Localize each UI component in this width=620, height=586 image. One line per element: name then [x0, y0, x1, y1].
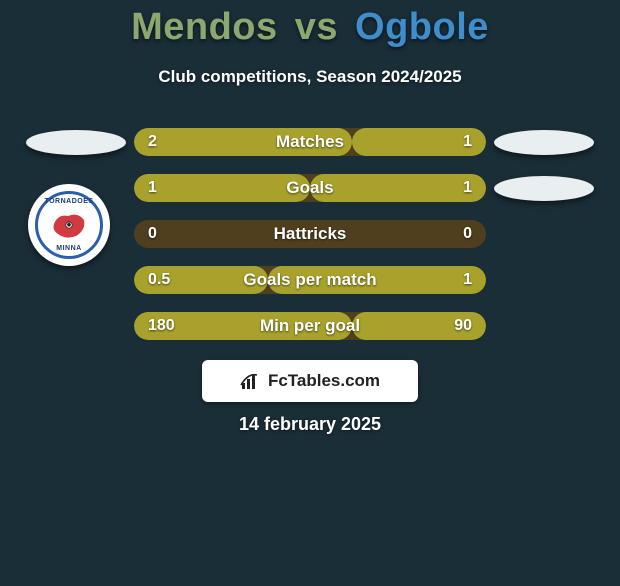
subtitle: Club competitions, Season 2024/2025 — [0, 67, 620, 87]
vs-text: vs — [295, 6, 338, 48]
club-badge: TORNADOES MINNA — [28, 184, 110, 266]
stat-row: Goals per match0.51 — [0, 266, 620, 294]
badge-bottom-text: MINNA — [56, 245, 81, 252]
stat-bar: Hattricks0 0 — [134, 220, 486, 248]
stat-bar: Matches21 — [134, 128, 486, 156]
page-title: Mendos vs Ogbole — [0, 6, 620, 49]
right-player-oval — [494, 130, 594, 155]
right-player-oval — [494, 176, 594, 201]
date-text: 14 february 2025 — [0, 414, 620, 435]
branding-text: FcTables.com — [268, 371, 380, 391]
stat-label: Hattricks — [134, 220, 486, 248]
stat-bar-right-fill — [268, 266, 486, 294]
stat-row: Matches21 — [0, 128, 620, 156]
stat-bar: Min per goal18090 — [134, 312, 486, 340]
stat-bar-left-fill — [134, 312, 352, 340]
stat-bar-left-fill — [134, 174, 310, 202]
stat-bar-right-fill — [352, 312, 486, 340]
left-player-oval — [26, 130, 126, 155]
stat-value-right: 0 — [463, 220, 472, 248]
badge-top-text: TORNADOES — [44, 198, 93, 205]
badge-map-icon — [50, 210, 88, 240]
stat-row: Min per goal18090 — [0, 312, 620, 340]
stat-bar-right-fill — [352, 128, 486, 156]
branding-logo[interactable]: FcTables.com — [202, 360, 418, 402]
stat-bar: Goals per match0.51 — [134, 266, 486, 294]
stat-bar-left-fill — [134, 266, 268, 294]
stat-bar-right-fill — [310, 174, 486, 202]
stat-bar: Goals11 — [134, 174, 486, 202]
stat-bar-left-fill — [134, 128, 352, 156]
stat-value-left: 0 — [148, 220, 157, 248]
player-right-name: Ogbole — [355, 6, 489, 48]
club-badge-inner: TORNADOES MINNA — [35, 191, 103, 259]
bar-chart-icon — [240, 371, 262, 391]
player-left-name: Mendos — [131, 6, 278, 48]
